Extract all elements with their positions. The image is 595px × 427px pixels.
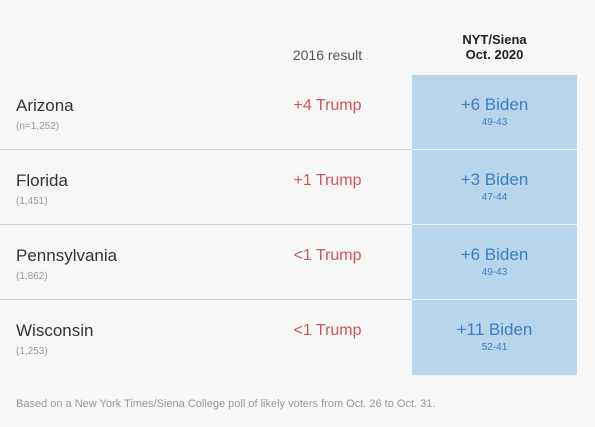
poll-margin: +6 Biden [460, 95, 529, 114]
poll-margin: +6 Biden [460, 245, 529, 264]
row-divider [0, 224, 412, 225]
sample-size: (1,253) [16, 346, 48, 357]
table-row: Florida (1,451) +1 Trump +3 Biden 47-44 [0, 150, 577, 225]
table-row: Wisconsin (1,253) <1 Trump +11 Biden 52-… [0, 300, 577, 375]
result-2016: <1 Trump [293, 247, 362, 264]
header-poll-line1: NYT/Siena [462, 32, 527, 47]
sample-size: (1,451) [16, 196, 48, 207]
poll-split: 49-43 [481, 117, 508, 128]
state-name: Arizona [16, 96, 74, 115]
poll-margin: +11 Biden [456, 320, 533, 339]
row-divider [0, 149, 412, 150]
header-2016-result: 2016 result [292, 47, 363, 63]
poll-split: 49-43 [481, 267, 508, 278]
poll-cell: +6 Biden 49-43 [412, 225, 577, 300]
header-poll-line2: Oct. 2020 [465, 47, 524, 62]
table-row: Pennsylvania (1,862) <1 Trump +6 Biden 4… [0, 225, 577, 300]
sample-size: (n=1,252) [16, 121, 60, 132]
poll-split: 47-44 [481, 192, 508, 203]
poll-cell: +3 Biden 47-44 [412, 150, 577, 225]
sample-size: (1,862) [16, 271, 48, 282]
poll-cell: +6 Biden 49-43 [412, 75, 577, 150]
poll-margin: +3 Biden [460, 170, 529, 189]
poll-cell: +11 Biden 52-41 [412, 300, 577, 375]
state-name: Wisconsin [16, 321, 94, 340]
table-row: Arizona (n=1,252) +4 Trump +6 Biden 49-4… [0, 75, 577, 150]
row-divider [0, 299, 412, 300]
result-2016: +4 Trump [293, 97, 362, 114]
footnote: Based on a New York Times/Siena College … [16, 398, 436, 410]
poll-split: 52-41 [481, 342, 508, 353]
result-2016: +1 Trump [293, 172, 362, 189]
results-table: Arizona (n=1,252) +4 Trump +6 Biden 49-4… [0, 75, 577, 375]
header-poll: NYT/Siena Oct. 2020 [412, 32, 577, 62]
result-2016: <1 Trump [293, 322, 362, 339]
state-name: Pennsylvania [16, 246, 118, 265]
state-name: Florida [16, 171, 68, 190]
